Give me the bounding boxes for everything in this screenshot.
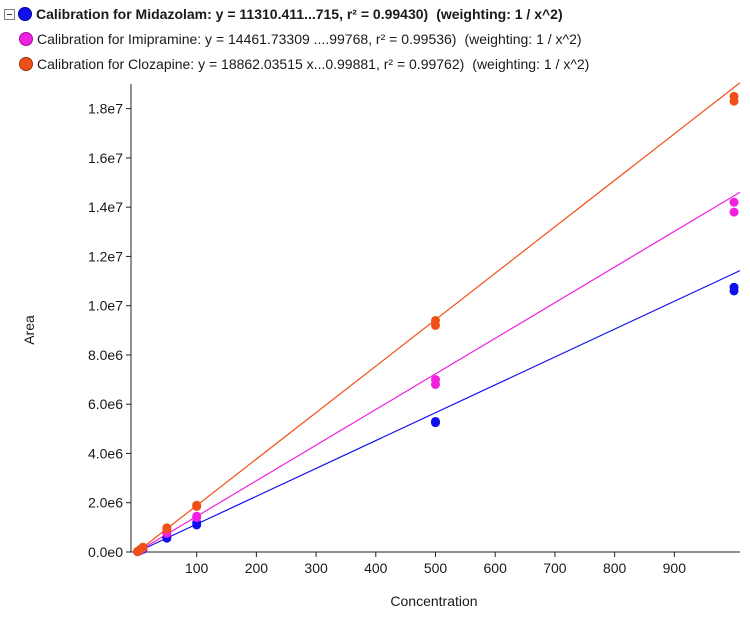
y-tick-label: 1.0e7	[88, 298, 123, 314]
y-tick-label: 8.0e6	[88, 347, 123, 363]
legend-marker-icon	[19, 32, 33, 46]
data-point[interactable]	[162, 523, 172, 533]
data-point[interactable]	[431, 375, 440, 385]
legend-item-clozapine[interactable]: Calibration for Clozapine: y = 18862.035…	[19, 56, 589, 72]
data-point[interactable]	[431, 418, 440, 428]
y-tick-label: 0.0e0	[88, 544, 123, 560]
y-axis-title: Area	[21, 315, 37, 345]
data-point[interactable]	[431, 315, 440, 325]
y-tick-label: 4.0e6	[88, 445, 123, 461]
data-point[interactable]	[192, 511, 202, 521]
data-point[interactable]	[729, 197, 739, 207]
legend-label: Calibration for Clozapine: y = 18862.035…	[37, 56, 590, 72]
x-axis-title: Concentration	[390, 593, 477, 609]
legend-marker-icon	[19, 57, 33, 71]
x-tick-label: 100	[185, 560, 209, 576]
y-tick-label: 6.0e6	[88, 396, 123, 412]
legend-item-midazolam[interactable]: Calibration for Midazolam: y = 11310.411…	[4, 6, 563, 22]
x-tick-label: 800	[603, 560, 627, 576]
x-tick-label: 600	[484, 560, 508, 576]
data-point[interactable]	[729, 207, 739, 217]
y-tick-label: 1.6e7	[88, 150, 123, 166]
legend-item-imipramine[interactable]: Calibration for Imipramine: y = 14461.73…	[19, 31, 582, 47]
y-tick-label: 1.4e7	[88, 199, 123, 215]
y-tick-label: 1.8e7	[88, 101, 123, 117]
legend-label: Calibration for Imipramine: y = 14461.73…	[37, 31, 582, 47]
data-point[interactable]	[192, 500, 202, 510]
series-fit-line	[136, 191, 741, 553]
data-point[interactable]	[138, 542, 148, 552]
x-tick-label: 200	[245, 560, 269, 576]
x-tick-label: 400	[364, 560, 388, 576]
x-tick-label: 700	[543, 560, 567, 576]
y-tick-label: 1.2e7	[88, 248, 123, 264]
series-fit-line	[136, 270, 741, 553]
legend-label: Calibration for Midazolam: y = 11310.411…	[36, 6, 563, 22]
data-point[interactable]	[729, 91, 739, 101]
x-tick-label: 500	[424, 560, 448, 576]
collapse-toggle-icon[interactable]	[4, 8, 15, 20]
legend-marker-icon	[18, 7, 32, 21]
y-tick-label: 2.0e6	[88, 495, 123, 511]
x-tick-label: 300	[304, 560, 328, 576]
x-tick-label: 900	[663, 560, 687, 576]
data-point[interactable]	[729, 282, 739, 292]
